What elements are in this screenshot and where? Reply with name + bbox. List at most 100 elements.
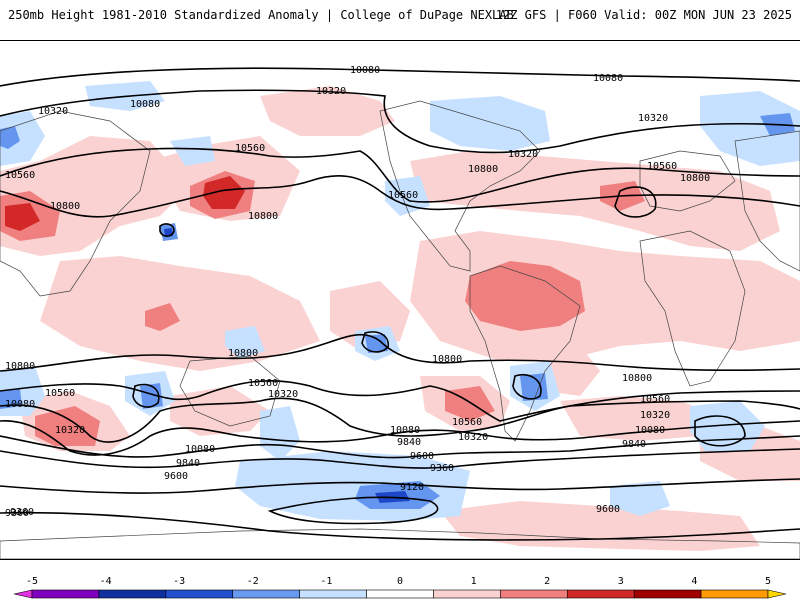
anomaly-area bbox=[410, 151, 780, 251]
contour-label: 9600 bbox=[596, 504, 620, 515]
coastline-south-america bbox=[469, 265, 581, 442]
contour-closed-south bbox=[132, 383, 160, 408]
anomaly-area bbox=[610, 481, 670, 516]
legend-tick-label: 2 bbox=[544, 576, 551, 587]
anomaly-area bbox=[0, 389, 22, 409]
contour-label: 10320 bbox=[508, 149, 538, 160]
contour-10560-north bbox=[0, 147, 800, 203]
contour-label: 10080 bbox=[5, 399, 35, 410]
contour-label: 9360 bbox=[5, 508, 29, 519]
contour-label: 10800 bbox=[432, 354, 462, 365]
contour-label: 10560 bbox=[640, 394, 670, 405]
contour-10320-south bbox=[0, 397, 800, 443]
contour-closed-indian bbox=[694, 415, 746, 447]
contour-label: 10560 bbox=[235, 143, 265, 154]
legend-swatch bbox=[165, 589, 234, 599]
anomaly-area bbox=[0, 111, 45, 166]
contour-label: 10800 bbox=[248, 211, 278, 222]
very-strong-positive-anomaly-areas bbox=[5, 176, 245, 231]
legend-swatch bbox=[366, 589, 434, 599]
contour-label: 9840 bbox=[622, 439, 646, 450]
legend-swatches bbox=[13, 589, 787, 599]
contour-label: 10320 bbox=[55, 425, 85, 436]
contour-label: 10560 bbox=[248, 378, 278, 389]
contour-closed-small bbox=[159, 223, 175, 238]
height-contours bbox=[0, 67, 800, 541]
contour-9360-lower bbox=[0, 511, 800, 541]
contour-label: 10800 bbox=[5, 361, 35, 372]
anomaly-area bbox=[145, 303, 180, 331]
contour-label: 10320 bbox=[38, 106, 68, 117]
anomaly-area bbox=[385, 176, 430, 216]
contour-label: 10800 bbox=[622, 373, 652, 384]
coastline-north-america bbox=[379, 100, 541, 272]
anomaly-area bbox=[560, 396, 720, 441]
contour-label: 10320 bbox=[316, 86, 346, 97]
legend-swatch bbox=[98, 589, 167, 599]
anomaly-area bbox=[225, 326, 265, 359]
legend-swatch bbox=[500, 589, 568, 599]
contour-label: 10320 bbox=[268, 389, 298, 400]
legend-tick-label: 4 bbox=[691, 576, 698, 587]
contour-label: 10080 bbox=[185, 444, 215, 455]
anomaly-area bbox=[0, 126, 20, 149]
coastline-asia bbox=[734, 130, 800, 272]
anomaly-area bbox=[700, 91, 800, 166]
anomaly-area bbox=[140, 383, 163, 409]
anomaly-area bbox=[430, 96, 550, 151]
contour-label: 10560 bbox=[45, 388, 75, 399]
legend-tick-label: -4 bbox=[99, 576, 112, 587]
anomaly-area bbox=[465, 261, 585, 331]
anomaly-area bbox=[170, 136, 215, 166]
header: 250mb Height 1981-2010 Standardized Anom… bbox=[0, 0, 800, 30]
contour-label: 10320 bbox=[640, 410, 670, 421]
model-run-info: 12Z GFS | F060 Valid: 00Z MON JUN 23 202… bbox=[495, 8, 792, 22]
legend-swatch bbox=[232, 589, 300, 599]
coastline-africa bbox=[639, 230, 746, 387]
legend-swatch bbox=[299, 589, 367, 599]
contour-label: 10560 bbox=[647, 161, 677, 172]
contour-label: 10560 bbox=[452, 417, 482, 428]
legend-tick-label: 0 bbox=[396, 576, 404, 587]
legend-tick-label: -5 bbox=[25, 576, 39, 587]
contour-label: 10800 bbox=[680, 173, 710, 184]
contour-label: 10080 bbox=[635, 425, 665, 436]
contour-label: 10800 bbox=[228, 348, 258, 359]
legend-swatch bbox=[767, 589, 787, 599]
legend-tick-label: -3 bbox=[173, 576, 186, 587]
contour-label: 9600 bbox=[164, 471, 188, 482]
map-title: 250mb Height 1981-2010 Standardized Anom… bbox=[8, 8, 514, 22]
legend-tick-label: -2 bbox=[246, 576, 259, 587]
legend-swatch bbox=[566, 589, 635, 599]
contour-10800-north bbox=[0, 175, 800, 218]
contour-10080-south bbox=[0, 420, 800, 456]
anomaly-map: 10080 10080 10320 10320 10080 10320 1056… bbox=[0, 40, 800, 560]
contour-label: 10560 bbox=[388, 190, 418, 201]
positive-anomaly-areas bbox=[0, 86, 800, 551]
anomaly-area bbox=[440, 501, 760, 551]
contour-label: 10320 bbox=[638, 113, 668, 124]
contour-10560-south bbox=[0, 380, 800, 422]
color-legend: -5 -4 -3 -2 -1 0 1 2 3 4 5 bbox=[0, 570, 800, 600]
anomaly-area bbox=[365, 334, 388, 353]
contour-closed-atlantic bbox=[614, 186, 657, 218]
contour-label: 9840 bbox=[397, 437, 421, 448]
contour-9600-south bbox=[0, 448, 800, 469]
contour-closed-samerica bbox=[512, 374, 542, 400]
anomaly-area bbox=[170, 386, 270, 436]
contour-9360-south bbox=[0, 478, 800, 494]
contour-label: 9840 bbox=[176, 458, 200, 469]
legend-swatch bbox=[13, 589, 33, 599]
legend-tick-label: 5 bbox=[764, 576, 772, 587]
legend-swatch bbox=[700, 589, 769, 599]
contour-10320-north bbox=[0, 89, 800, 154]
contour-9120-south bbox=[267, 496, 439, 525]
contour-label: 10080 bbox=[130, 99, 160, 110]
contour-label: 9600 bbox=[410, 451, 434, 462]
legend-bar bbox=[13, 589, 787, 599]
legend-tick-label: 1 bbox=[470, 576, 477, 587]
coastline-australia bbox=[179, 355, 281, 427]
anomaly-area bbox=[5, 203, 40, 231]
contour-label: 10800 bbox=[468, 164, 498, 175]
contour-9840-south bbox=[0, 435, 800, 459]
